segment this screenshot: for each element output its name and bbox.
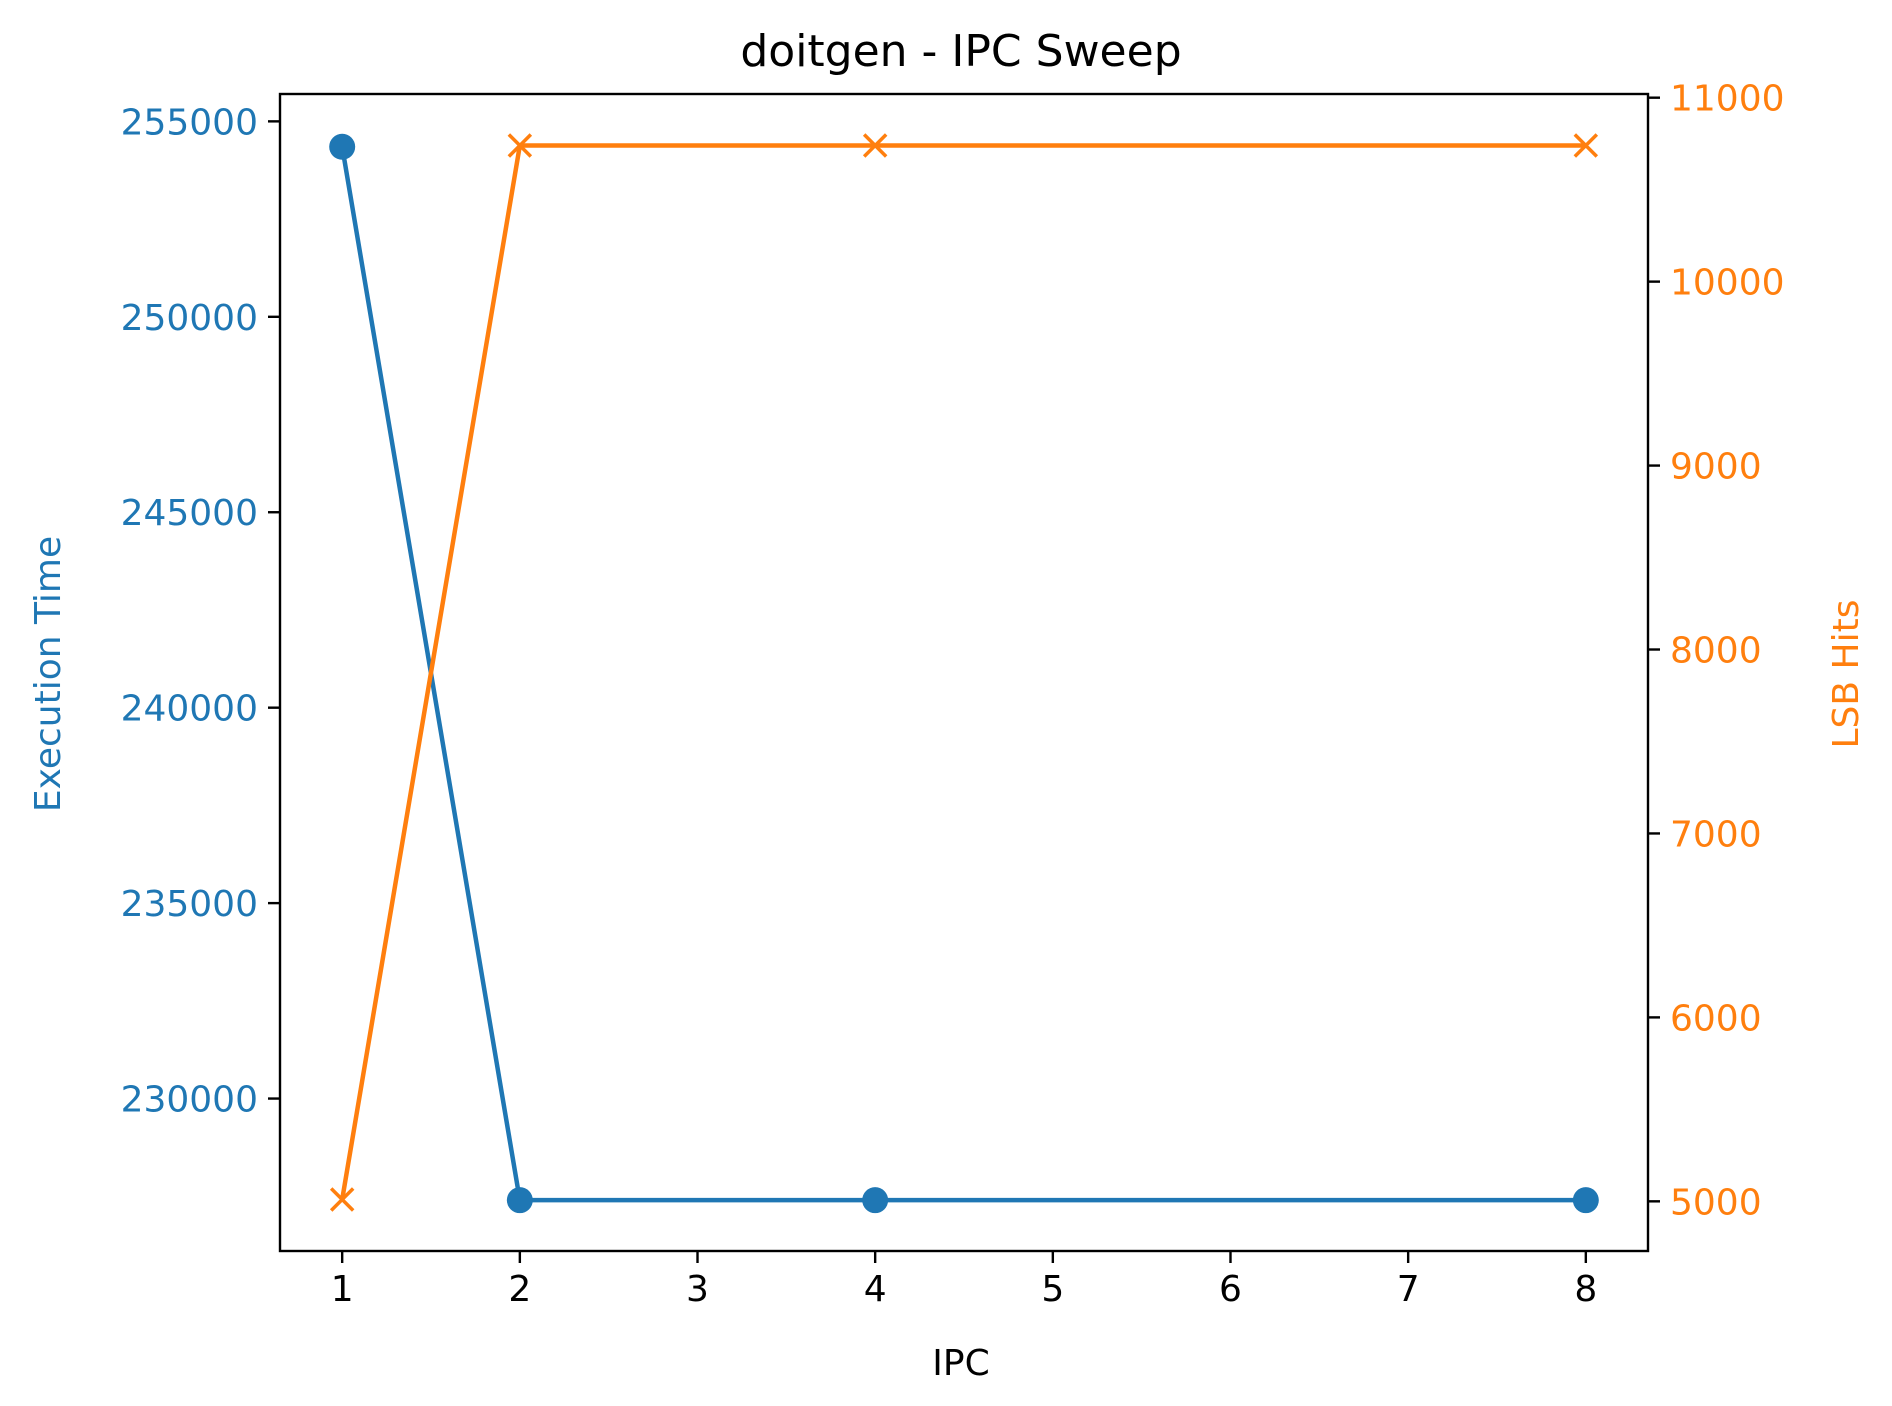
series-1-point <box>1572 1187 1599 1214</box>
series-1-point <box>862 1187 889 1214</box>
x-tick-label: 6 <box>1219 1269 1242 1310</box>
series-2-point <box>1573 133 1599 158</box>
y-right-tick-label: 10000 <box>1670 263 1785 304</box>
plot-frame <box>278 92 1650 1253</box>
x-tick-label: 4 <box>864 1269 887 1310</box>
x-tick-label: 2 <box>508 1269 531 1310</box>
y-right-tick-label: 9000 <box>1670 447 1762 488</box>
x-tick-label: 5 <box>1041 1269 1064 1310</box>
series-1-point <box>329 133 356 160</box>
y-left-tick-label: 240000 <box>121 689 258 730</box>
series-2-point <box>507 133 533 158</box>
x-tick-label: 7 <box>1397 1269 1420 1310</box>
y-left-tick-label: 230000 <box>121 1080 258 1121</box>
plot-area <box>329 133 1599 1214</box>
y-right-tick-label: 11000 <box>1670 79 1785 120</box>
x-tick-label: 3 <box>686 1269 709 1310</box>
x-tick-label: 1 <box>331 1269 354 1310</box>
series-2-line <box>339 143 1586 1200</box>
series-1-point <box>506 1187 533 1214</box>
y-axis-right-label: LSB Hits <box>1826 600 1867 749</box>
y-left-tick-label: 235000 <box>121 884 258 925</box>
series-2-point <box>862 133 888 158</box>
y-axis-right: 5000 6000 7000 8000 9000 10000 11000 <box>1648 79 1785 1223</box>
x-axis-label: IPC <box>932 1343 989 1384</box>
y-left-tick-label: 250000 <box>121 298 258 339</box>
y-axis-left: 230000 235000 240000 245000 250000 255000 <box>121 102 280 1121</box>
y-left-tick-label: 255000 <box>121 102 258 143</box>
series-2-point <box>329 1187 355 1212</box>
y-left-tick-label: 245000 <box>121 493 258 534</box>
y-right-tick-label: 5000 <box>1670 1182 1762 1223</box>
y-right-tick-label: 7000 <box>1670 814 1762 855</box>
y-right-tick-label: 6000 <box>1670 998 1762 1039</box>
y-axis-left-label: Execution Time <box>28 536 69 812</box>
x-axis: 1 2 3 4 5 6 7 8 <box>331 1251 1597 1310</box>
chart-title: doitgen - IPC Sweep <box>740 26 1181 77</box>
y-right-tick-label: 8000 <box>1670 631 1762 672</box>
x-tick-label: 8 <box>1574 1269 1597 1310</box>
